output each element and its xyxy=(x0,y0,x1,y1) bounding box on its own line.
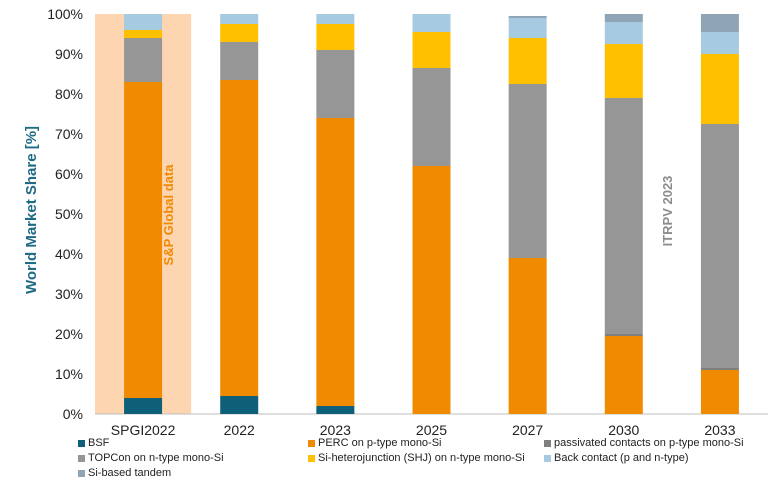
annotation-1: S&P Global data xyxy=(161,164,176,266)
legend-label: Back contact (p and n-type) xyxy=(554,452,689,464)
bar-segment-7-2033 xyxy=(700,14,739,32)
bar-segment-5-2023 xyxy=(316,24,355,50)
legend-label: PERC on p-type mono-Si xyxy=(318,437,442,449)
legend-label: Si-based tandem xyxy=(88,467,172,479)
y-tick-labels: 0% 10% 20% 30% 40% 50% 60% 70% 80% 90% 100% xyxy=(47,6,83,422)
x-tick-label: SPGI2022 xyxy=(111,422,176,438)
bar-segment-4-2023 xyxy=(316,50,355,118)
legend-swatch xyxy=(308,454,315,462)
bar-segment-5-2033 xyxy=(700,54,739,124)
legend-label: BSF xyxy=(88,437,110,449)
bar-segment-4-spgi2022 xyxy=(124,38,163,82)
bar-segment-1-2023 xyxy=(316,406,355,414)
annotation-2: ITRPV 2023 xyxy=(660,176,675,247)
x-tick-label: 2023 xyxy=(320,422,351,438)
bar-segment-1-2022 xyxy=(220,396,259,414)
legend-item: PERC on p-type mono-Si xyxy=(308,437,442,449)
bar-segment-5-2030 xyxy=(604,44,643,98)
bar-segment-7-2027 xyxy=(508,16,547,18)
legend-item: BSF xyxy=(78,437,109,449)
y-tick-label: 10% xyxy=(55,366,83,382)
bar-segment-6-2033 xyxy=(700,32,739,54)
y-tick-label: 0% xyxy=(63,406,83,422)
y-axis-label: World Market Share [%] xyxy=(23,126,40,294)
legend-swatch xyxy=(544,454,551,462)
bar-segment-6-spgi2022 xyxy=(124,14,163,30)
bar-segment-4-2030 xyxy=(604,98,643,334)
bar-segment-2-spgi2022 xyxy=(124,82,163,398)
y-tick-label: 70% xyxy=(55,126,83,142)
legend-swatch xyxy=(78,454,85,462)
bar-segment-4-2027 xyxy=(508,84,547,258)
legend-swatch xyxy=(78,439,85,447)
bar-segment-4-2033 xyxy=(700,124,739,368)
x-tick-label: 2022 xyxy=(224,422,255,438)
y-tick-label: 100% xyxy=(47,6,83,22)
legend-item: Back contact (p and n-type) xyxy=(544,452,689,464)
bar-segment-7-2030 xyxy=(604,14,643,22)
legend-swatch xyxy=(544,439,551,447)
bar-segment-2-2030 xyxy=(604,336,643,414)
legend-swatch xyxy=(308,439,315,447)
legend-item: TOPCon on n-type mono-Si xyxy=(78,452,224,464)
y-tick-label: 20% xyxy=(55,326,83,342)
x-tick-labels: SPGI2022 2022 2023 2025 2027 2030 2033 xyxy=(111,422,736,438)
bar-segment-2-2023 xyxy=(316,118,355,406)
legend-label: TOPCon on n-type mono-Si xyxy=(88,452,224,464)
bar-segment-6-2030 xyxy=(604,22,643,44)
y-tick-label: 40% xyxy=(55,246,83,262)
bar-segment-3-2030 xyxy=(604,334,643,336)
bar-segment-2-2022 xyxy=(220,80,259,396)
y-tick-label: 60% xyxy=(55,166,83,182)
bar-segment-2-2025 xyxy=(412,166,451,414)
y-tick-label: 80% xyxy=(55,86,83,102)
bar-segment-5-2025 xyxy=(412,32,451,68)
x-tick-label: 2027 xyxy=(512,422,543,438)
bar-segment-5-2027 xyxy=(508,38,547,84)
legend-item: Si-heterojunction (SHJ) on n-type mono-S… xyxy=(308,452,525,464)
bar-segment-2-2027 xyxy=(508,258,547,414)
chart-legend: BSF PERC on p-type mono-Si passivated cont… xyxy=(78,437,768,483)
bar-segment-6-2025 xyxy=(412,14,451,32)
legend-item: Si-based tandem xyxy=(78,467,171,479)
y-tick-label: 90% xyxy=(55,46,83,62)
x-tick-label: 2025 xyxy=(416,422,447,438)
bar-segment-4-2022 xyxy=(220,42,259,80)
annotations-layer: S&P Global data ITRPV 2023 xyxy=(161,164,675,266)
bar-segment-4-2025 xyxy=(412,68,451,166)
bar-segment-2-2033 xyxy=(700,370,739,414)
y-tick-label: 30% xyxy=(55,286,83,302)
legend-item: passivated contacts on p-type mono-Si xyxy=(544,437,744,449)
x-tick-label: 2033 xyxy=(704,422,735,438)
x-tick-label: 2030 xyxy=(608,422,639,438)
bar-segment-5-spgi2022 xyxy=(124,30,163,38)
bar-segment-1-spgi2022 xyxy=(124,398,163,414)
legend-label: Si-heterojunction (SHJ) on n-type mono-S… xyxy=(318,452,525,464)
bar-segment-3-2033 xyxy=(700,368,739,370)
bar-segment-6-2023 xyxy=(316,14,355,24)
bar-segment-6-2022 xyxy=(220,14,259,24)
bar-segment-5-2022 xyxy=(220,24,259,42)
bars-layer xyxy=(124,14,739,414)
legend-swatch xyxy=(78,469,85,477)
y-tick-label: 50% xyxy=(55,206,83,222)
legend-label: passivated contacts on p-type mono-Si xyxy=(554,437,744,449)
bar-segment-6-2027 xyxy=(508,18,547,38)
